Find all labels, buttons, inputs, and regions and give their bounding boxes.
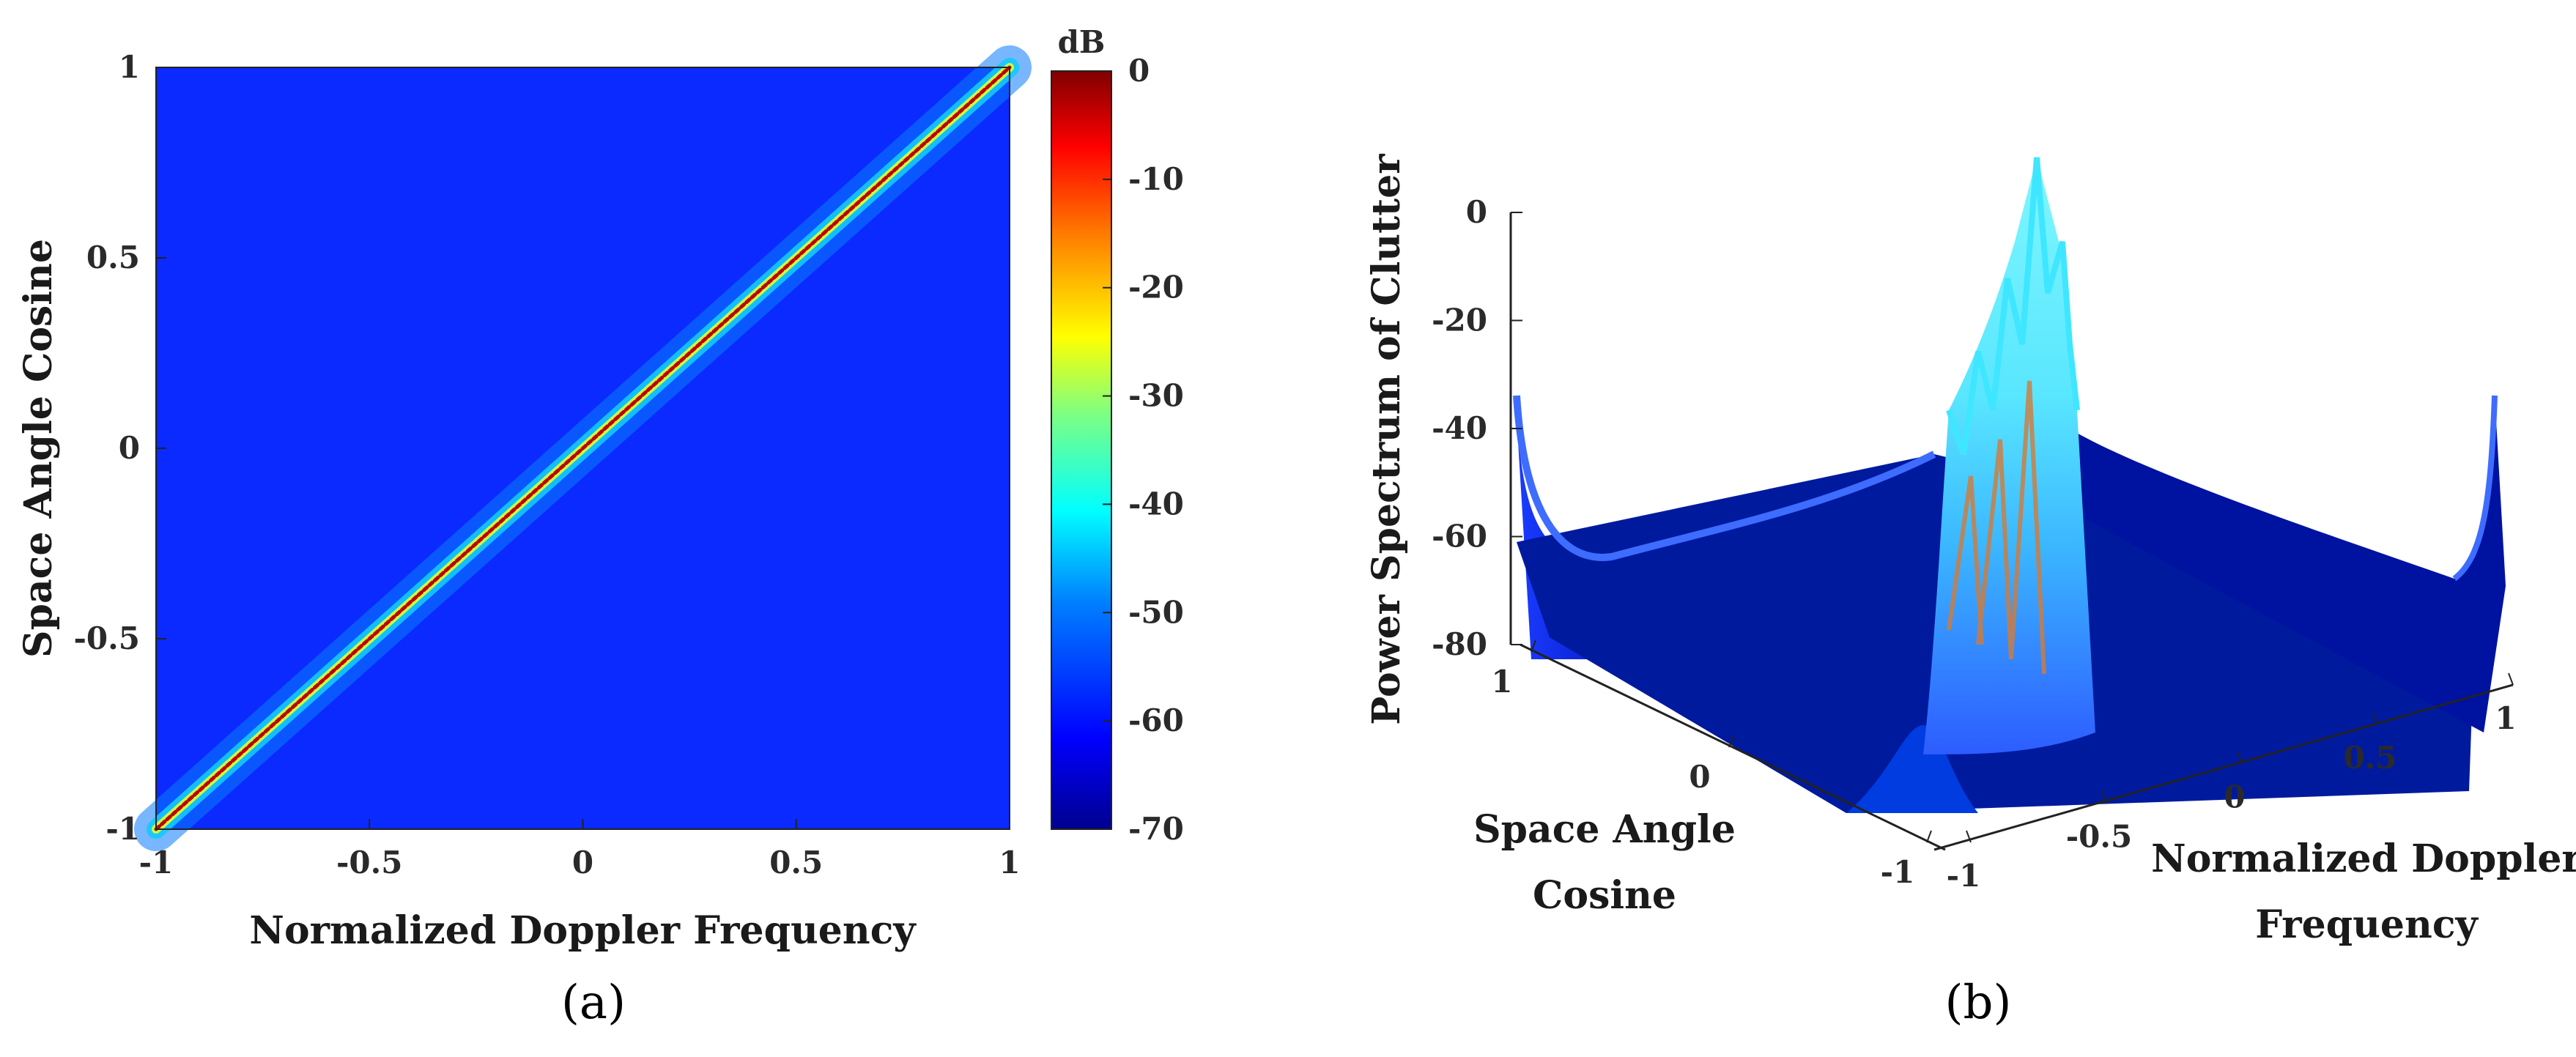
y-tick-label: 0.5 bbox=[86, 240, 140, 275]
z-tick-label: -40 bbox=[1432, 410, 1487, 446]
doppler-tick-mark bbox=[1966, 830, 1972, 843]
surface-ridge-hotspots bbox=[1947, 380, 2046, 675]
y-tick-label: -0.5 bbox=[73, 620, 140, 656]
heatmap-panel: -1 -0.5 0 0.5 1 -1 -0.5 0 0.5 1 Normalized Doppl… bbox=[16, 24, 1184, 1030]
x-axis-ticks: -1 -0.5 0 0.5 1 bbox=[139, 819, 1021, 880]
doppler-tick-label: -0.5 bbox=[2066, 818, 2133, 854]
z-axis-label: Power Spectrum of Clutter bbox=[1364, 154, 1409, 725]
doppler-tick-mark bbox=[2372, 712, 2378, 725]
y-tick-label: 0 bbox=[119, 430, 140, 466]
doppler-tick-label: 0.5 bbox=[2343, 740, 2397, 776]
doppler-axis-label-line2: Frequency bbox=[2255, 902, 2479, 947]
doppler-tick-mark bbox=[2508, 672, 2514, 686]
heatmap-ridge bbox=[134, 45, 1032, 851]
colorbar-tick-label: 0 bbox=[1128, 53, 1150, 89]
z-axis-ticks: 0 -20 -40 -60 -80 bbox=[1432, 194, 1522, 662]
space-tick-mark bbox=[1728, 735, 1734, 748]
doppler-axis-label-line1: Normalized Doppler bbox=[2151, 837, 2576, 881]
surface-right-edge bbox=[2452, 395, 2498, 582]
surface-left-edge bbox=[1513, 395, 1936, 561]
doppler-tick-mark bbox=[2101, 790, 2107, 804]
space-tick-mark bbox=[1531, 639, 1536, 653]
y-axis-label: Space Angle Cosine bbox=[16, 239, 61, 658]
surface-ridge-body bbox=[1923, 157, 2095, 754]
doppler-tick-label: 1 bbox=[2495, 700, 2516, 736]
space-tick-label: 0 bbox=[1689, 759, 1710, 795]
y-axis-line bbox=[1520, 643, 1946, 851]
space-tick-label: -1 bbox=[1881, 854, 1915, 890]
colorbar-tick-label: -30 bbox=[1128, 378, 1184, 414]
space-tick-mark bbox=[1926, 830, 1932, 843]
z-tick-label: -20 bbox=[1432, 303, 1487, 338]
surface-front-trough bbox=[1846, 725, 1978, 813]
surface-ridge bbox=[1923, 157, 2095, 754]
colorbar-tick-label: -10 bbox=[1128, 161, 1184, 197]
doppler-tick-mark bbox=[2237, 752, 2243, 764]
x-tick-label: -0.5 bbox=[336, 845, 403, 880]
colorbar-title: dB bbox=[1058, 24, 1106, 60]
space-tick-label: 1 bbox=[1491, 664, 1512, 700]
surface-ridge-crest bbox=[1946, 157, 2080, 456]
doppler-axis-ticks: -1 -0.5 0 0.5 1 bbox=[1947, 672, 2517, 894]
y-tick-label: 1 bbox=[119, 49, 140, 85]
x-tick-label: -1 bbox=[139, 845, 174, 880]
space-axis-label-line1: Space Angle bbox=[1473, 807, 1736, 852]
x-axis-line bbox=[1933, 683, 2514, 851]
colorbar bbox=[1051, 70, 1112, 830]
x-tick-label: 0.5 bbox=[769, 845, 823, 880]
x-axis-label: Normalized Doppler Frequency bbox=[249, 908, 917, 953]
doppler-tick-label: 0 bbox=[2224, 779, 2245, 815]
x-tick-label: 1 bbox=[999, 845, 1020, 880]
z-tick-label: 0 bbox=[1466, 194, 1487, 230]
z-tick-label: -60 bbox=[1432, 519, 1487, 555]
x-tick-label: 0 bbox=[572, 845, 593, 880]
colorbar-tick-label: -20 bbox=[1128, 270, 1184, 305]
surface-right-wall bbox=[2044, 396, 2506, 733]
colorbar-tick-label: -50 bbox=[1128, 594, 1184, 630]
colorbar-ticks: 0 -10 -20 -30 -40 -50 -60 -70 bbox=[1103, 53, 1184, 847]
colorbar-tick-label: -60 bbox=[1128, 702, 1184, 738]
panel-label-b: (b) bbox=[1945, 976, 2012, 1030]
panel-label-a: (a) bbox=[561, 976, 626, 1030]
ridge-peak-line bbox=[154, 65, 1012, 831]
y-tick-label: -1 bbox=[106, 811, 140, 847]
colorbar-tick-label: -40 bbox=[1128, 486, 1184, 522]
z-tick-label: -80 bbox=[1432, 626, 1487, 662]
doppler-tick-label: -1 bbox=[1947, 858, 1981, 894]
surface-panel: 0 -20 -40 -60 -80 -1 -0.5 0 0.5 1 -1 0 1 Power Spe… bbox=[1364, 154, 2576, 1030]
y-axis-ticks: -1 -0.5 0 0.5 1 bbox=[73, 49, 166, 847]
space-axis-label-line2: Cosine bbox=[1533, 873, 1676, 918]
space-axis-ticks: -1 0 1 bbox=[1491, 639, 1932, 890]
colorbar-tick-label: -70 bbox=[1128, 811, 1184, 847]
